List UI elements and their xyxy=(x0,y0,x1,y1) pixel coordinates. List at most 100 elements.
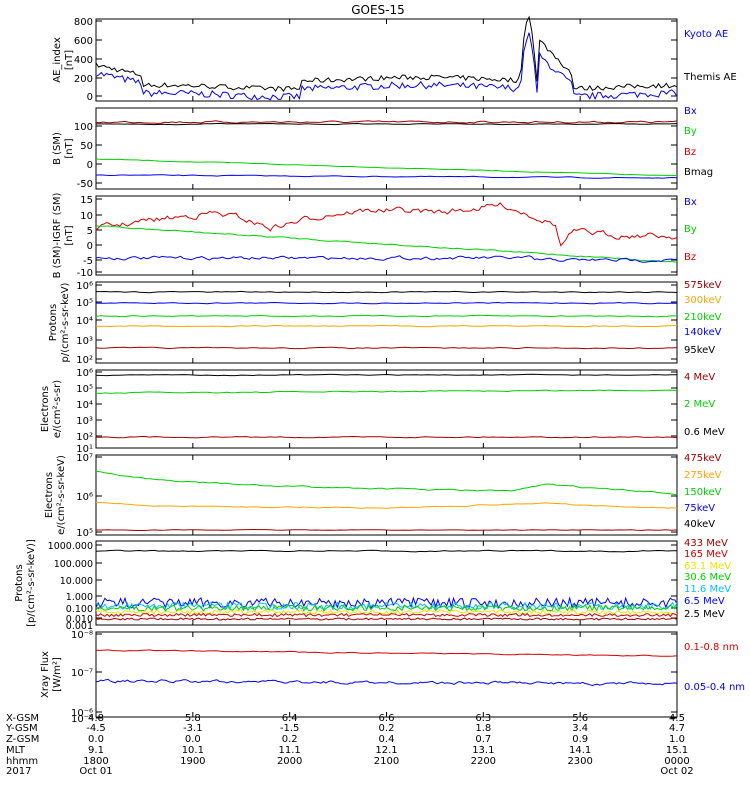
panel-7-legend-165-mev: 165 MeV xyxy=(684,549,728,560)
panel-3-legend-by: By xyxy=(684,224,697,235)
panel-8-ytick-label: 10⁻⁶ xyxy=(71,708,93,719)
panel-2-ytick-label: 100 xyxy=(74,122,93,133)
panel-4-ytick-label: 10³ xyxy=(76,336,93,347)
panel-4-legend-95kev: 95keV xyxy=(684,345,715,356)
xaxis-cell: Oct 01 xyxy=(79,766,112,777)
panel-8-ytick-label: 10⁻⁷ xyxy=(71,668,93,679)
xaxis-row-label: MLT xyxy=(6,745,26,756)
panel-4-ytick-label: 10² xyxy=(76,355,93,366)
panel-6-legend-75kev: 75keV xyxy=(684,503,715,514)
panel-5-ytick-label: 10² xyxy=(76,432,93,443)
4mev-line xyxy=(95,435,678,439)
panel-2-legend-bmag: Bmag xyxy=(684,167,713,178)
panel-5-ytick-label: 10⁴ xyxy=(76,400,93,411)
xaxis-cell: 0.0 xyxy=(185,734,201,745)
xaxis-cell: 11.1 xyxy=(279,745,301,756)
xaxis-cell: 3.4 xyxy=(572,723,588,734)
panel-3-yunit: [nT] xyxy=(64,225,75,245)
panel-4-ytick-label: 10⁴ xyxy=(76,316,93,327)
panel-7-ytick-label: 0.010 xyxy=(66,614,93,625)
panel-3-ytick-label: -10 xyxy=(77,268,93,279)
xaxis-cell: 0.0 xyxy=(88,734,104,745)
panel-1-yunit: [nT] xyxy=(64,50,75,70)
panel-6-ytick-label: 10⁷ xyxy=(76,453,93,464)
63-1mev-line xyxy=(95,609,678,615)
panel-6-ytick-label: 10⁶ xyxy=(76,492,93,503)
panel-6-ylabel: Electrons xyxy=(44,472,55,518)
panel-1-legend-kyoto-ae: Kyoto AE xyxy=(684,29,728,40)
xaxis-cell: -1.5 xyxy=(280,723,300,734)
xaxis-cell: 14.1 xyxy=(569,745,591,756)
panel-3-ytick-label: -5 xyxy=(83,256,93,267)
panel-3-ytick-label: 0 xyxy=(87,241,93,252)
panel-6-legend-40kev: 40keV xyxy=(684,519,715,530)
panel-2-ylabel: B (SM) xyxy=(52,132,63,165)
xray-short-line xyxy=(95,678,678,687)
433mev-line xyxy=(95,617,678,621)
xaxis-cell: 1.0 xyxy=(669,734,685,745)
panel-4-ytick-label: 10⁶ xyxy=(76,281,93,292)
panel-8-ytick-label: 10⁻⁹ xyxy=(71,714,93,725)
panel-4-ytick-label: 10⁵ xyxy=(76,298,93,309)
panel-1-frame xyxy=(95,18,678,102)
bx-line xyxy=(95,174,678,179)
xaxis-cell: 2300 xyxy=(567,756,592,767)
panel-8-ytick-label: 10⁻⁸ xyxy=(71,630,93,641)
panel-7-ytick-label: 0.100 xyxy=(66,604,93,615)
2mev-line xyxy=(95,389,678,394)
panel-7-ylabel: Protons xyxy=(14,564,25,601)
plot-title: GOES-15 xyxy=(351,3,405,17)
xaxis-row-label: Y-GSM xyxy=(5,723,38,734)
panel-8-ylabel: Xray Flux xyxy=(40,651,51,698)
panel-5-legend-2-mev: 2 MeV xyxy=(684,399,715,410)
panel-2-ytick-label: -50 xyxy=(77,179,93,190)
xaxis-cell: 0.2 xyxy=(379,723,395,734)
panel-6-yunit: e/(cm²-s-sr-keV) xyxy=(56,455,67,535)
xaxis-cell: 0.7 xyxy=(475,734,491,745)
panel-6-legend-150kev: 150keV xyxy=(684,487,722,498)
panel-2-legend-by: By xyxy=(684,126,697,137)
panel-7-ytick-label: 0.001 xyxy=(66,621,93,632)
panel-5-ytick-label: 10⁵ xyxy=(76,384,93,395)
panel-1-ytick-label: 0 xyxy=(87,92,93,103)
xaxis-cell: 0.4 xyxy=(379,734,395,745)
xaxis-cell: -4.5 xyxy=(86,723,106,734)
panel-7-yunit: [p/(cm²-s-sr-keV)] xyxy=(26,539,37,627)
165mev-line xyxy=(95,612,678,618)
panel-4-legend-300kev: 300keV xyxy=(684,295,722,306)
panel-4-legend-140kev: 140keV xyxy=(684,327,722,338)
panel-1-legend-themis-ae: Themis AE xyxy=(683,72,737,83)
210kev-line xyxy=(95,314,678,318)
xaxis-cell: 5.6 xyxy=(572,713,588,724)
xaxis-cell: 12.1 xyxy=(375,745,397,756)
bz-line xyxy=(95,120,678,124)
panel-6-ytick-label: 10⁵ xyxy=(76,528,93,539)
by-delta-line xyxy=(95,225,678,263)
xaxis-cell: 6.3 xyxy=(475,713,491,724)
panel-8-legend-0-05-0-4-nm: 0.05-0.4 nm xyxy=(684,682,745,693)
panel-3-ytick-label: 10 xyxy=(80,211,93,222)
panel-3-ytick-label: 15 xyxy=(80,195,93,206)
panel-4-legend-575kev: 575keV xyxy=(684,280,722,291)
bmag-line xyxy=(96,122,678,126)
xaxis-cell: 6.6 xyxy=(379,713,395,724)
xaxis-cell: 2000 xyxy=(277,756,302,767)
xaxis-cell: 1900 xyxy=(180,756,205,767)
panel-6-frame xyxy=(95,454,678,536)
xaxis-row-label: hhmm xyxy=(6,756,38,767)
panel-5-legend-4-mev: 4 MeV xyxy=(684,372,715,383)
xaxis-row-label: X-GSM xyxy=(6,713,39,724)
575kev-line xyxy=(95,346,678,350)
panel-3-legend-bz: Bz xyxy=(684,252,696,263)
panel-3-ylabel: B (SM)-IGRF (SM) xyxy=(52,193,63,279)
xaxis-cell: 15.1 xyxy=(666,745,688,756)
panel-7-legend-11-6-mev: 11.6 MeV xyxy=(684,584,731,595)
xray-long-line xyxy=(95,649,678,657)
panel-7-legend-2-5-mev: 2.5 MeV xyxy=(684,609,725,620)
panel-7-legend-433-mev: 433 MeV xyxy=(684,538,728,549)
xaxis-cell: 1800 xyxy=(83,756,108,767)
xaxis-cell: 1.8 xyxy=(475,723,491,734)
140kev-line xyxy=(95,301,678,305)
